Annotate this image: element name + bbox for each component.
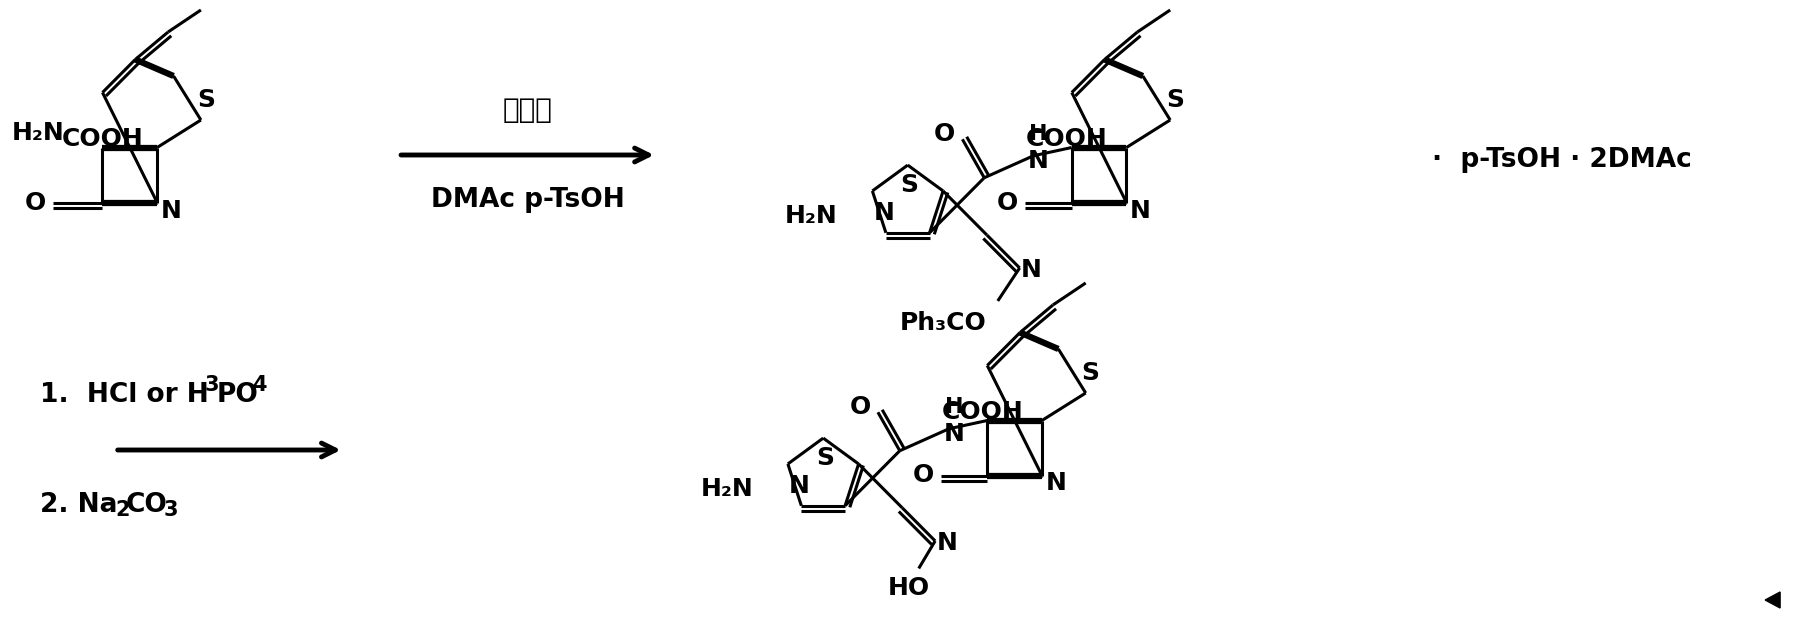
Text: S: S — [1167, 88, 1185, 112]
Text: PO: PO — [216, 382, 259, 408]
Text: N: N — [944, 422, 964, 446]
Text: 2. Na: 2. Na — [40, 492, 119, 518]
Text: S: S — [196, 88, 216, 112]
Text: 活性酯: 活性酯 — [502, 96, 552, 124]
Text: N: N — [789, 474, 809, 498]
Text: ·  p-TsOH · 2DMAc: · p-TsOH · 2DMAc — [1433, 147, 1692, 173]
Text: S: S — [901, 173, 919, 197]
Text: COOH: COOH — [61, 127, 144, 151]
Text: O: O — [25, 190, 47, 215]
Text: N: N — [1045, 471, 1066, 495]
Text: S: S — [1082, 361, 1100, 385]
Text: COOH: COOH — [1027, 127, 1108, 151]
Text: 4: 4 — [252, 375, 266, 395]
Text: O: O — [996, 190, 1018, 215]
Text: O: O — [912, 464, 933, 487]
Text: DMAc p-TsOH: DMAc p-TsOH — [430, 187, 624, 213]
Text: 2: 2 — [115, 500, 129, 520]
Text: H₂N: H₂N — [13, 120, 65, 144]
Text: H₂N: H₂N — [701, 477, 753, 501]
Text: CO: CO — [126, 492, 167, 518]
Text: S: S — [816, 446, 834, 470]
Text: H: H — [1028, 124, 1048, 144]
Text: COOH: COOH — [942, 401, 1023, 424]
Text: N: N — [1028, 149, 1048, 173]
Text: 3: 3 — [205, 375, 219, 395]
Text: Ph₃CO: Ph₃CO — [899, 311, 987, 335]
Text: H: H — [944, 397, 964, 417]
Text: 1.  HCl or H: 1. HCl or H — [40, 382, 209, 408]
Text: O: O — [933, 122, 955, 146]
Text: N: N — [1129, 198, 1151, 223]
Text: H₂N: H₂N — [786, 204, 838, 228]
Text: 3: 3 — [164, 500, 178, 520]
Text: O: O — [849, 396, 870, 419]
Text: HO: HO — [888, 577, 930, 600]
Text: N: N — [1021, 258, 1043, 282]
Text: N: N — [874, 201, 894, 225]
Text: N: N — [160, 198, 182, 223]
Polygon shape — [1766, 592, 1780, 608]
Text: N: N — [937, 531, 958, 555]
